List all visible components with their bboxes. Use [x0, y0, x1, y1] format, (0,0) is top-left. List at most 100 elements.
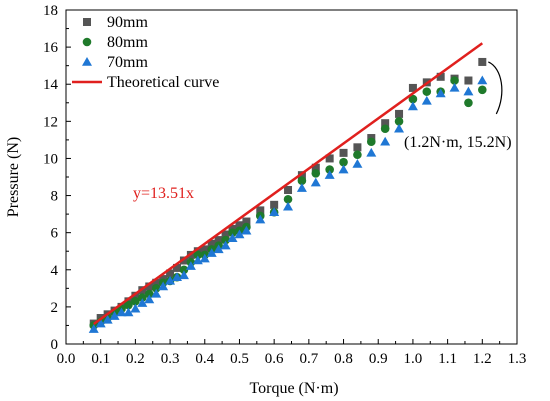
x-tick-label: 0.0	[57, 351, 76, 367]
data-point	[464, 76, 473, 85]
data-point	[221, 235, 230, 245]
data-point	[255, 214, 266, 224]
theoretical-curve-line	[93, 42, 484, 325]
data-point	[394, 117, 404, 126]
data-point	[165, 275, 176, 285]
annotations: y=13.51x (1.2N·m, 15.2N)	[133, 61, 512, 202]
data-point	[207, 239, 216, 248]
data-point	[102, 314, 113, 324]
data-point	[145, 282, 154, 291]
series-80mm	[89, 76, 487, 330]
x-tick-label: 1.2	[473, 351, 492, 367]
data-point	[179, 256, 188, 265]
data-point	[178, 270, 189, 280]
legend-swatch	[83, 18, 91, 26]
x-tick-label: 1.0	[404, 351, 423, 367]
x-tick-label: 0.9	[369, 351, 388, 367]
data-point	[206, 248, 217, 257]
data-point	[116, 307, 127, 317]
x-tick-label: 0.2	[126, 351, 145, 367]
data-point	[408, 94, 418, 104]
data-point	[449, 82, 460, 92]
data-point	[297, 171, 306, 180]
data-point	[234, 229, 245, 239]
x-tick-label: 0.3	[161, 351, 180, 367]
x-tick-label: 1.3	[508, 351, 527, 367]
data-point	[270, 200, 279, 209]
data-point	[151, 284, 161, 293]
y-tick-label: 14	[43, 77, 59, 93]
data-point	[310, 177, 321, 187]
y-tick-label: 16	[43, 40, 59, 56]
data-series	[88, 42, 488, 333]
data-point	[269, 207, 280, 217]
x-tick-labels: 0.0 0.1 0.2 0.3 0.4 0.5 0.6 0.7 0.8 0.9 1.0 1.1 1.2 1…	[57, 351, 527, 367]
y-tick-label: 0	[51, 337, 59, 353]
data-point	[478, 57, 487, 66]
legend-swatch	[82, 37, 92, 47]
x-tick-label: 0.4	[195, 351, 214, 367]
data-point	[311, 168, 321, 178]
legend-item-80mm: 80mm	[82, 34, 148, 51]
data-point	[242, 217, 251, 226]
data-point	[324, 170, 335, 179]
data-point	[284, 185, 293, 194]
y-tick-label: 6	[51, 226, 59, 242]
data-point	[338, 164, 349, 174]
x-axis-title: Torque (N·m)	[249, 380, 338, 397]
data-point	[131, 297, 140, 306]
y-tick-label: 2	[51, 300, 59, 316]
axis-ticks	[65, 9, 518, 345]
y-tick-label: 4	[51, 263, 59, 279]
equation-label: y=13.51x	[133, 185, 194, 202]
data-point	[200, 245, 209, 254]
data-point	[311, 163, 320, 172]
data-point	[422, 87, 432, 96]
data-point	[463, 86, 474, 96]
data-point	[179, 265, 189, 275]
x-tick-label: 0.8	[334, 351, 353, 367]
data-point	[193, 250, 203, 260]
legend-label: 90mm	[107, 14, 148, 31]
x-tick-label: 0.5	[230, 351, 249, 367]
data-point	[339, 157, 348, 167]
data-point	[394, 123, 405, 133]
legend: 90mm 80mm 70mm Theoretical curve	[72, 14, 219, 91]
point-callout-label: (1.2N·m, 15.2N)	[404, 134, 512, 151]
data-point	[380, 124, 390, 134]
data-point	[325, 154, 334, 163]
data-point	[395, 109, 404, 118]
data-point	[325, 165, 334, 174]
data-point	[130, 303, 141, 313]
data-point	[297, 176, 307, 186]
y-tick-label: 10	[43, 151, 58, 167]
point-callout-line	[488, 61, 503, 115]
data-point	[144, 289, 154, 299]
data-point	[124, 300, 133, 310]
data-point	[283, 194, 293, 204]
y-axis-title: Pressure (N)	[5, 137, 22, 217]
data-point	[123, 307, 134, 317]
x-tick-label: 0.6	[265, 351, 284, 367]
data-point	[173, 263, 182, 272]
legend-label: Theoretical curve	[107, 74, 219, 91]
data-point	[214, 236, 223, 245]
data-point	[152, 278, 161, 287]
data-point	[220, 240, 231, 250]
data-point	[366, 147, 377, 157]
y-tick-labels: 0 2 4 6 8 10 12 14 16 18	[43, 3, 59, 353]
legend-label: 70mm	[107, 54, 148, 71]
data-point	[450, 76, 459, 85]
data-point	[221, 230, 230, 239]
data-point	[158, 281, 169, 291]
legend-label: 80mm	[107, 34, 148, 51]
legend-item-70mm: 70mm	[82, 54, 148, 71]
series-70mm	[88, 75, 488, 333]
series-theoretical-curve	[93, 42, 484, 325]
data-point	[138, 293, 147, 302]
data-point	[228, 228, 237, 237]
data-point	[436, 72, 445, 81]
data-point	[185, 261, 196, 270]
data-point	[235, 221, 244, 230]
